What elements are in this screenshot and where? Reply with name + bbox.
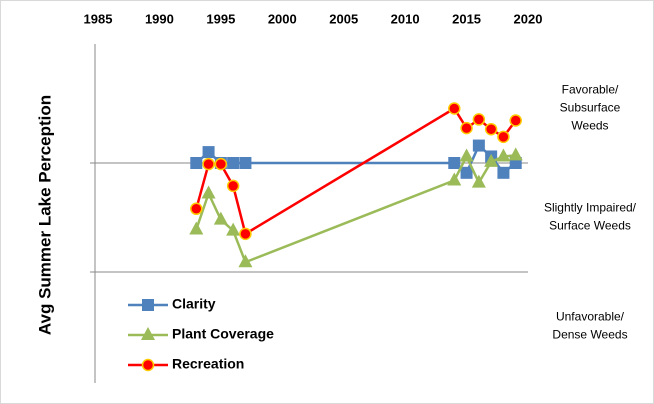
x-tick-label: 2020 — [514, 11, 543, 26]
marker — [189, 221, 204, 235]
marker — [190, 202, 203, 216]
marker — [472, 113, 486, 126]
marker — [448, 157, 461, 169]
marker — [226, 222, 241, 236]
legend-marker — [142, 299, 154, 311]
x-tick-label: 1995 — [206, 11, 235, 26]
marker — [509, 114, 522, 127]
region-label: Subsurface — [560, 101, 621, 115]
marker — [238, 254, 253, 268]
marker — [497, 130, 510, 144]
region-label: Favorable/ — [562, 83, 619, 97]
marker — [484, 153, 499, 167]
region-label: Unfavorable/ — [556, 310, 625, 324]
legend-label: Plant Coverage — [172, 326, 274, 342]
region-label: Dense Weeds — [552, 328, 627, 342]
legend-marker — [141, 358, 155, 372]
marker — [213, 211, 228, 225]
marker — [497, 166, 510, 179]
x-tick-label: 2000 — [268, 11, 297, 26]
marker — [239, 227, 252, 241]
marker — [484, 122, 498, 136]
region-label: Slightly Impaired/ — [544, 201, 637, 215]
marker — [460, 121, 473, 135]
marker — [227, 157, 240, 169]
region-label: Surface Weeds — [549, 219, 631, 233]
region-label: Weeds — [571, 119, 608, 133]
legend-label: Recreation — [172, 356, 244, 372]
marker — [447, 172, 462, 186]
marker — [190, 157, 203, 169]
marker — [202, 146, 215, 159]
marker — [471, 174, 486, 188]
x-tick-label: 1990 — [145, 11, 174, 26]
marker — [214, 157, 228, 171]
marker — [508, 147, 523, 161]
legend-marker — [141, 327, 155, 340]
marker — [202, 157, 215, 171]
marker — [459, 148, 474, 162]
x-tick-label: 2010 — [391, 11, 420, 26]
legend-label: Clarity — [172, 296, 216, 312]
marker — [496, 148, 511, 162]
x-tick-label: 1985 — [84, 11, 113, 26]
marker — [472, 139, 485, 152]
y-axis-label: Avg Summer Lake Perception — [35, 95, 54, 335]
marker — [201, 185, 216, 199]
marker — [448, 102, 461, 115]
marker — [226, 179, 240, 193]
marker — [239, 157, 252, 169]
x-tick-label: 2005 — [329, 11, 358, 26]
x-tick-label: 2015 — [452, 11, 481, 26]
marker — [460, 166, 473, 179]
